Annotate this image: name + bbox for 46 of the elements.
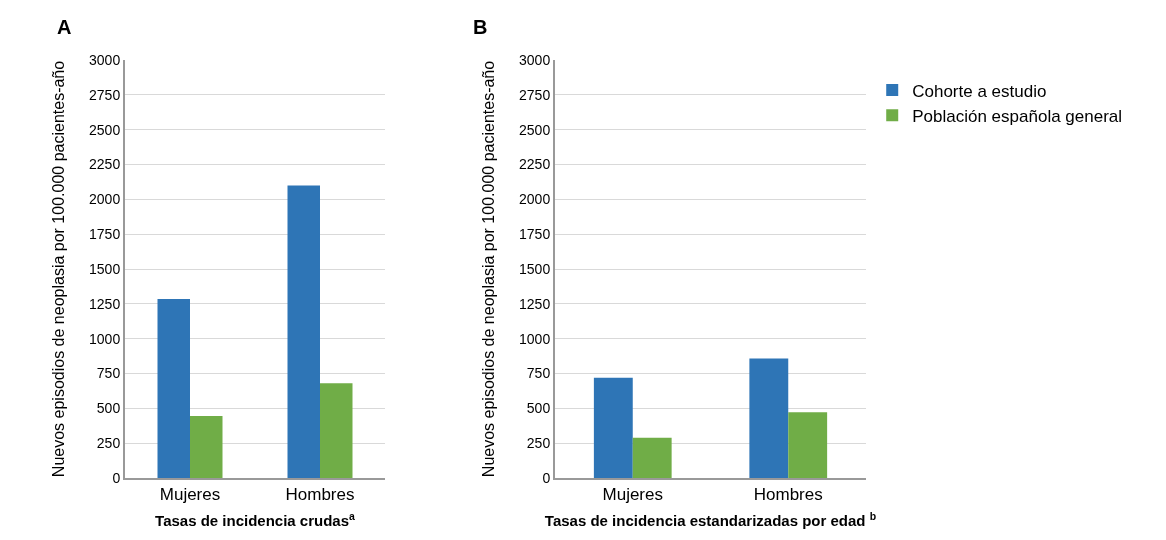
legend-label: Cohorte a estudio xyxy=(912,81,1047,101)
y-tick-label: 2000 xyxy=(519,191,551,208)
x-tick-label: Hombres xyxy=(285,485,355,505)
x-axis-title: Tasas de incidencia crudas$^{a}$ xyxy=(155,509,356,529)
bar xyxy=(632,437,672,478)
y-tick-label: 0 xyxy=(112,469,121,486)
x-tick-label: Mujeres xyxy=(159,485,221,505)
y-tick-label: 2000 xyxy=(89,191,121,208)
text: B xyxy=(473,16,488,38)
y-tick-label: 2250 xyxy=(519,156,551,173)
x-tick-label: Hombres xyxy=(753,485,823,505)
y-tick-label: 2500 xyxy=(519,121,551,138)
y-tick-label: 1750 xyxy=(89,226,121,243)
y-tick-label: 2750 xyxy=(89,86,121,103)
y-tick-label: 2750 xyxy=(519,86,551,103)
y-tick-label: 2250 xyxy=(89,156,121,173)
y-tick-label: 750 xyxy=(526,365,551,382)
y-tick-label: 1250 xyxy=(89,295,121,312)
y-tick-label: 250 xyxy=(526,435,551,452)
y-tick-label: 1750 xyxy=(519,226,551,243)
y-tick-label: 1250 xyxy=(519,295,551,312)
y-tick-label: 3000 xyxy=(89,51,121,68)
y-tick-label: 1500 xyxy=(519,260,551,277)
y-tick-label: 2500 xyxy=(89,121,121,138)
y-tick-label: 1000 xyxy=(519,330,551,347)
y-tick-label: 1000 xyxy=(89,330,121,347)
bar xyxy=(593,377,633,478)
bar xyxy=(320,383,353,478)
bar xyxy=(190,416,223,478)
y-tick-label: 1500 xyxy=(89,260,121,277)
y-tick-label: 750 xyxy=(96,365,121,382)
y-axis-title: Nuevos episodios de neoplasia por 100.000 pacientes-año xyxy=(480,60,498,478)
y-tick-label: 0 xyxy=(542,469,551,486)
bar xyxy=(788,412,828,478)
y-tick-label: 250 xyxy=(96,435,121,452)
legend-label: Población española general xyxy=(912,106,1123,126)
x-tick-label: Mujeres xyxy=(602,485,663,505)
bar xyxy=(287,185,320,478)
bar xyxy=(749,358,789,478)
y-tick-label: 500 xyxy=(96,400,121,417)
y-tick-label: 500 xyxy=(526,400,551,417)
x-axis-title: Tasas de incidencia estandarizadas por edad $^{b}$ xyxy=(544,509,877,529)
text: A xyxy=(57,16,72,38)
bar xyxy=(157,298,190,478)
y-tick-label: 3000 xyxy=(519,51,551,68)
y-axis-title: Nuevos episodios de neoplasia por 100.000 pacientes-año xyxy=(50,60,68,478)
